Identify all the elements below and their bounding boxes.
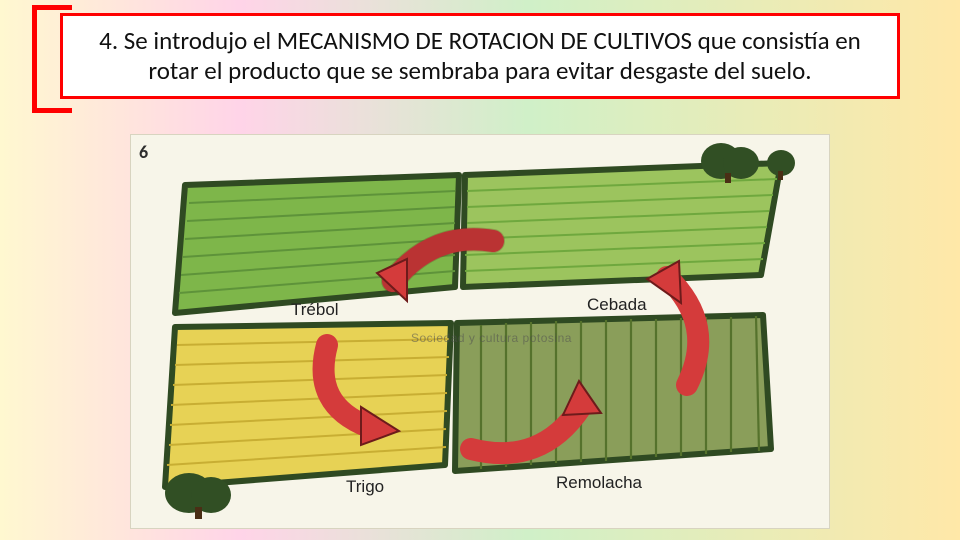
caption-text: 4. Se introdujo el MECANISMO DE ROTACION… bbox=[85, 26, 875, 86]
arrow-4-icon bbox=[617, 255, 737, 405]
small-tree-icon bbox=[763, 147, 803, 183]
diagram-corner-number: 6 bbox=[139, 141, 148, 163]
arrow-1-icon bbox=[363, 221, 513, 331]
caption-box: 4. Se introdujo el MECANISMO DE ROTACION… bbox=[60, 13, 900, 99]
arrow-2-icon bbox=[289, 327, 439, 447]
tree-bottom-left-icon bbox=[159, 469, 239, 521]
rotation-diagram: 6 Trébol Cebada bbox=[130, 134, 830, 529]
label-bottom-left: Trigo bbox=[346, 477, 384, 497]
arrow-3-icon bbox=[451, 357, 621, 477]
tree-top-icon bbox=[695, 139, 765, 185]
